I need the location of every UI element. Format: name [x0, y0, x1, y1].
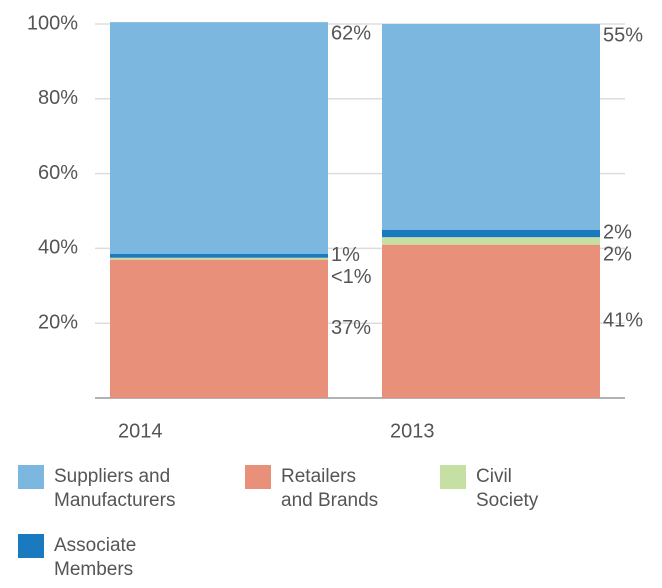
bar-segment [382, 244, 600, 398]
value-label: 1% [331, 244, 360, 266]
x-tick-label: 2013 [390, 420, 435, 442]
bar-segment [110, 259, 328, 398]
legend-item: Civil Society [440, 465, 556, 513]
legend-swatch [245, 465, 271, 489]
legend-label: Civil Society [476, 466, 539, 511]
legend-label: Associate Members [54, 535, 137, 580]
value-label: 2% [603, 244, 632, 266]
bar-segment [110, 254, 328, 258]
y-tick-label: 20% [38, 311, 78, 333]
legend-swatch [18, 465, 44, 489]
value-label: 37% [331, 317, 371, 339]
value-label: 41% [603, 310, 643, 332]
y-tick-label: 60% [38, 162, 78, 184]
legend-label: Suppliers and Manufacturers [54, 466, 176, 511]
bar-segment [110, 257, 328, 260]
y-tick-label: 100% [27, 12, 78, 34]
y-tick-label: 80% [38, 87, 78, 109]
y-tick-label: 40% [38, 237, 78, 259]
value-label: 55% [603, 24, 643, 46]
bar-segment [382, 237, 600, 245]
legend-item: Associate Members [18, 534, 174, 582]
legend-item: Suppliers and Manufacturers [18, 465, 204, 513]
bar-segment [382, 24, 600, 230]
legend-swatch [440, 465, 466, 489]
value-label: 62% [331, 22, 371, 44]
legend-swatch [18, 534, 44, 558]
bar-segment [382, 229, 600, 238]
bar-segment [110, 22, 328, 255]
legend-label: Retailers and Brands [281, 466, 379, 511]
x-tick-label: 2014 [118, 420, 163, 442]
value-label: 2% [603, 222, 632, 244]
value-label: <1% [331, 266, 372, 288]
legend-item: Retailers and Brands [245, 465, 391, 513]
